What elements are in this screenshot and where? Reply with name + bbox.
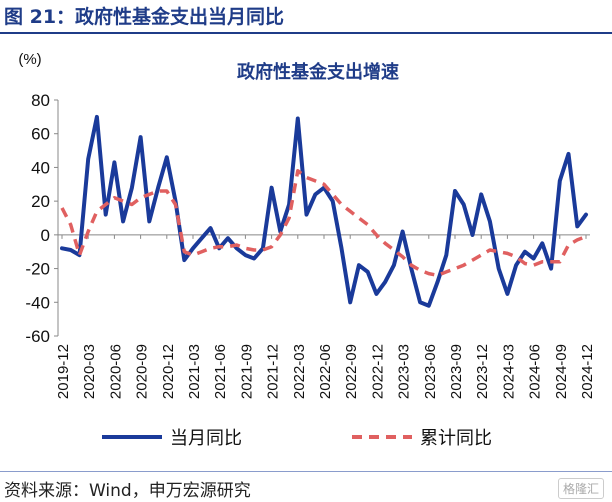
- chart-title: 政府性基金支出增速: [237, 61, 399, 83]
- x-tick-label: 2022-12: [369, 344, 386, 399]
- y-tick-label: 40: [31, 158, 50, 177]
- x-tick-label: 2021-09: [238, 344, 255, 399]
- bottom-rule: [0, 471, 612, 472]
- x-tick-label: 2021-03: [186, 344, 203, 399]
- x-tick-label: 2022-09: [343, 344, 360, 399]
- x-tick-label: 2019-12: [55, 344, 72, 399]
- y-tick-label: 80: [31, 91, 50, 110]
- x-tick-label: 2023-06: [422, 344, 439, 399]
- title-rule: [0, 32, 612, 34]
- x-tick-label: 2020-12: [160, 344, 177, 399]
- y-tick-label: 60: [31, 125, 50, 144]
- watermark: 格隆汇: [557, 478, 604, 499]
- figure-title: 图 21：政府性基金支出当月同比: [4, 6, 285, 28]
- series-line-monthly-yoy: [60, 114, 588, 308]
- source-note: 资料来源：Wind，申万宏源研究: [4, 481, 251, 501]
- y-tick-label: -20: [25, 260, 50, 279]
- x-tick-label: 2020-06: [107, 344, 124, 399]
- x-tick-label: 2020-09: [134, 344, 151, 399]
- series-line-cumulative-yoy: [60, 169, 587, 278]
- y-tick-label: -40: [25, 293, 50, 312]
- line-chart: 政府性基金支出增速 (%) 80 60 40 20 0 -20 -40 -60 2019-12 2…: [18, 51, 596, 449]
- x-tick-label: 2022-03: [291, 344, 308, 399]
- y-tick-label: 20: [31, 192, 50, 211]
- x-tick-label: 2020-03: [81, 344, 98, 399]
- y-tick-label: 0: [41, 226, 50, 245]
- x-tick-label: 2023-03: [396, 344, 413, 399]
- y-tick-label: -60: [25, 327, 50, 346]
- x-tick-label: 2024-03: [500, 344, 517, 399]
- x-tick-label: 2023-12: [474, 344, 491, 399]
- y-axis-unit-label: (%): [18, 51, 41, 68]
- legend-label: 累计同比: [420, 428, 492, 449]
- x-tick-label: 2024-12: [579, 344, 596, 399]
- x-tick-label: 2021-06: [212, 344, 229, 399]
- x-tick-label: 2021-12: [265, 344, 282, 399]
- legend-label: 当月同比: [170, 428, 242, 449]
- x-tick-label: 2024-06: [527, 344, 544, 399]
- x-tick-label: 2022-06: [317, 344, 334, 399]
- x-tick-label: 2024-09: [553, 344, 570, 399]
- x-tick-label: 2023-09: [448, 344, 465, 399]
